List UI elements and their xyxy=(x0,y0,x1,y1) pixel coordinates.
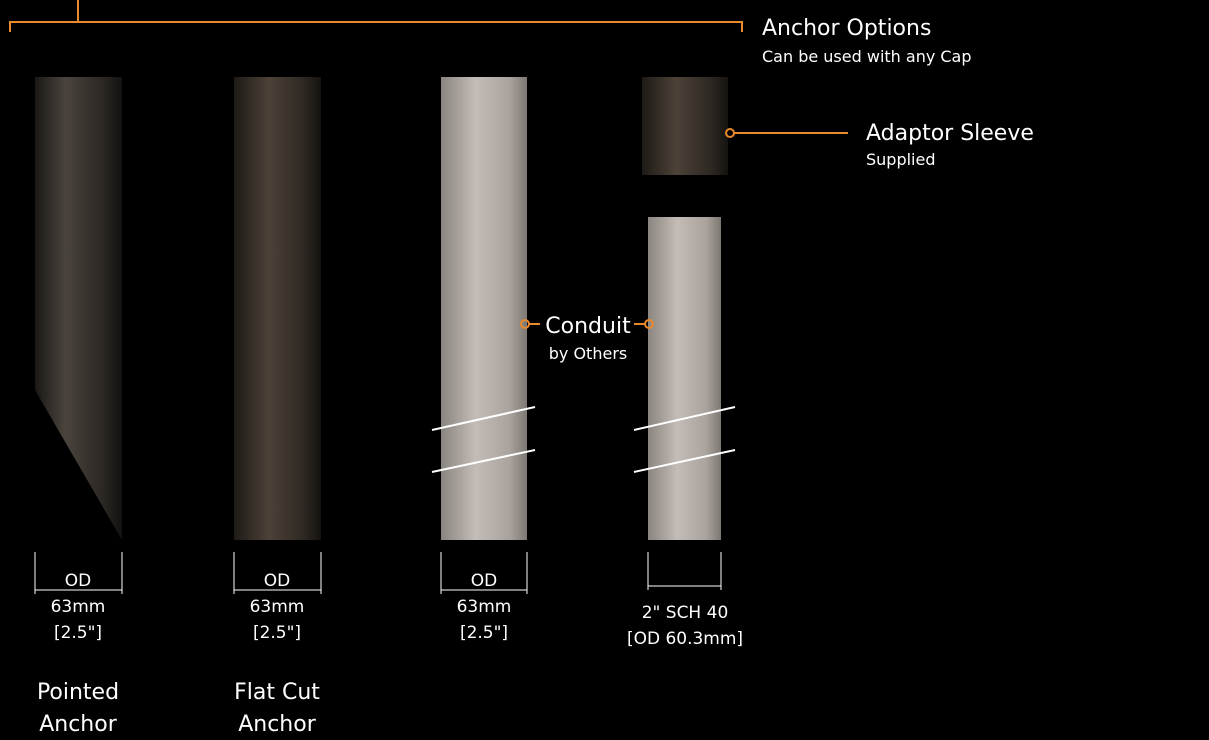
dimension-label: OD xyxy=(471,571,497,591)
item-name: Flat Cut xyxy=(234,680,320,705)
conduit-callout xyxy=(520,319,654,329)
break-lines xyxy=(431,406,736,473)
flat-cut-anchor xyxy=(234,77,321,540)
dimension-label: 2" SCH 40 xyxy=(642,603,729,623)
dimension-label: [OD 60.3mm] xyxy=(627,629,743,649)
dimension-lines xyxy=(34,552,722,594)
callout-note: by Others xyxy=(549,344,627,363)
callout-label: Conduit xyxy=(545,314,631,339)
callout-note: Supplied xyxy=(866,150,936,169)
callout-label: Adaptor Sleeve xyxy=(866,121,1034,146)
dimension-label: 63mm xyxy=(250,597,305,617)
item-name: Anchor xyxy=(238,712,316,737)
pipe xyxy=(648,217,721,540)
dimension-label: 63mm xyxy=(457,597,512,617)
title: Anchor Options xyxy=(762,16,931,41)
conduit xyxy=(441,77,527,540)
subtitle: Can be used with any Cap xyxy=(762,47,972,66)
bracket xyxy=(9,0,743,32)
pointed-anchor xyxy=(35,77,122,540)
dimension-label: [2.5"] xyxy=(54,623,102,643)
item-name: Pointed xyxy=(37,680,119,705)
dimension-label: [2.5"] xyxy=(460,623,508,643)
dimension-label: OD xyxy=(65,571,91,591)
adaptor-sleeve xyxy=(642,77,728,175)
item-name: Anchor xyxy=(39,712,117,737)
dimension-label: [2.5"] xyxy=(253,623,301,643)
dimension-label: OD xyxy=(264,571,290,591)
adaptor-callout xyxy=(725,128,848,138)
dimension-label: 63mm xyxy=(51,597,106,617)
